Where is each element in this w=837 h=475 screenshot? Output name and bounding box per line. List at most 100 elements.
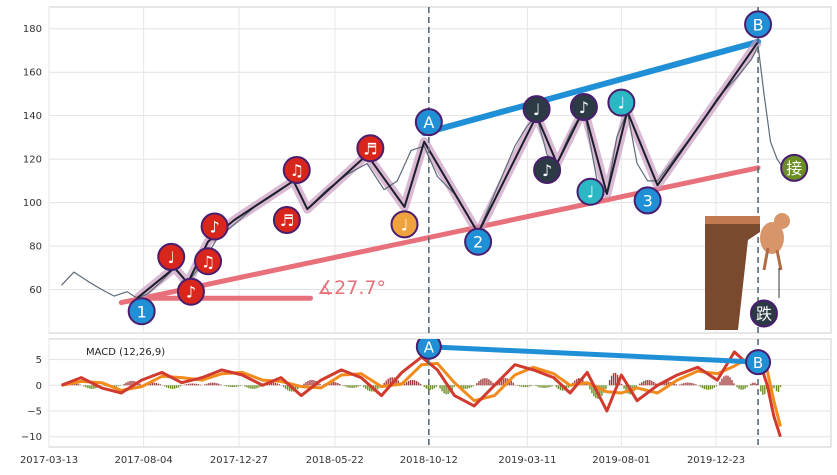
xtick-label: 2017-03-13	[20, 455, 78, 466]
histogram-bar	[256, 385, 257, 388]
histogram-bar	[208, 383, 209, 385]
histogram-bar	[154, 383, 155, 386]
histogram-bar	[754, 383, 755, 386]
histogram-bar	[228, 385, 229, 386]
price-marker: ♩	[524, 96, 550, 122]
price-marker: ♩	[608, 90, 634, 116]
price-ytick-label: 160	[23, 68, 42, 79]
histogram-bar	[613, 373, 614, 385]
macd-ytick-label: −5	[27, 407, 42, 418]
histogram-bar	[188, 384, 189, 385]
histogram-bar	[248, 385, 249, 388]
marker-label: ♩	[587, 183, 595, 202]
histogram-bar	[226, 385, 227, 386]
histogram-bar	[410, 380, 411, 385]
price-marker: ♫	[284, 157, 310, 183]
histogram-bar	[439, 385, 440, 388]
price-marker: ♬	[357, 135, 383, 161]
histogram-bar	[609, 380, 610, 385]
histogram-bar	[194, 384, 195, 386]
marker-label: A	[423, 113, 434, 132]
marker-label: ♩	[401, 215, 409, 234]
histogram-bar	[687, 383, 688, 386]
histogram-bar	[220, 385, 221, 386]
histogram-bar	[523, 385, 524, 387]
price-marker: 接	[781, 155, 807, 181]
marker-label: A	[424, 339, 435, 357]
histogram-bar	[519, 385, 520, 386]
histogram-bar	[198, 384, 199, 385]
histogram-bar	[683, 383, 684, 385]
histogram-bar	[430, 385, 431, 390]
price-marker: 1	[129, 298, 155, 324]
histogram-bar	[645, 380, 646, 385]
histogram-bar	[465, 385, 466, 389]
histogram-bar	[180, 385, 181, 386]
histogram-bar	[349, 385, 350, 388]
histogram-bar	[738, 385, 739, 389]
histogram-bar	[83, 385, 84, 386]
histogram-bar	[418, 382, 419, 385]
marker-label: ♪	[209, 218, 219, 237]
histogram-bar	[303, 384, 304, 386]
histogram-bar	[551, 385, 552, 386]
histogram-bar	[343, 385, 344, 386]
histogram-bar	[319, 384, 320, 386]
histogram-bar	[731, 380, 732, 385]
histogram-bar	[214, 383, 215, 386]
histogram-bar	[120, 385, 121, 386]
histogram-bar	[347, 385, 348, 387]
histogram-bar	[535, 385, 536, 386]
histogram-bar	[238, 385, 239, 386]
histogram-bar	[436, 385, 437, 387]
histogram-bar	[178, 385, 179, 387]
histogram-bar	[778, 385, 779, 392]
histogram-bar	[719, 382, 720, 386]
price-marker: ♩	[577, 179, 603, 205]
price-marker: ♫	[195, 248, 221, 274]
histogram-bar	[125, 383, 126, 386]
histogram-bar	[517, 385, 518, 386]
histogram-bar	[80, 385, 81, 386]
histogram-bar	[359, 385, 360, 386]
histogram-bar	[736, 385, 737, 387]
histogram-bar	[733, 383, 734, 385]
histogram-bar	[216, 383, 217, 385]
macd-ytick-label: 0	[36, 381, 42, 392]
histogram-bar	[653, 382, 654, 385]
histogram-bar	[85, 385, 86, 387]
macd-panel-frame	[49, 339, 831, 447]
histogram-bar	[641, 382, 642, 385]
histogram-bar	[127, 382, 128, 386]
histogram-bar	[345, 385, 346, 387]
histogram-bar	[615, 373, 616, 385]
marker-label: B	[753, 354, 763, 372]
price-ytick-label: 60	[29, 285, 42, 296]
histogram-bar	[716, 385, 717, 386]
histogram-bar	[156, 383, 157, 385]
marker-label: ♩	[167, 248, 175, 267]
histogram-bar	[742, 385, 743, 389]
histogram-bar	[721, 379, 722, 386]
histogram-bar	[420, 384, 421, 386]
price-ytick-label: 180	[23, 24, 42, 35]
macd-ytick-label: 5	[36, 355, 42, 366]
histogram-bar	[623, 385, 624, 389]
price-marker: ♩	[392, 211, 418, 237]
histogram-bar	[558, 385, 559, 389]
histogram-bar	[172, 385, 173, 389]
histogram-bar	[527, 385, 528, 387]
histogram-bar	[513, 383, 514, 386]
histogram-bar	[285, 385, 286, 389]
price-marker: ♪	[534, 157, 560, 183]
macd-marker: B	[746, 350, 770, 374]
histogram-bar	[547, 385, 548, 387]
histogram-bar	[712, 385, 713, 389]
histogram-bar	[166, 385, 167, 387]
histogram-bar	[212, 383, 213, 386]
price-marker: 2	[465, 229, 491, 255]
histogram-bar	[445, 385, 446, 394]
histogram-bar	[174, 385, 175, 388]
histogram-bar	[543, 385, 544, 388]
histogram-bar	[621, 384, 622, 385]
